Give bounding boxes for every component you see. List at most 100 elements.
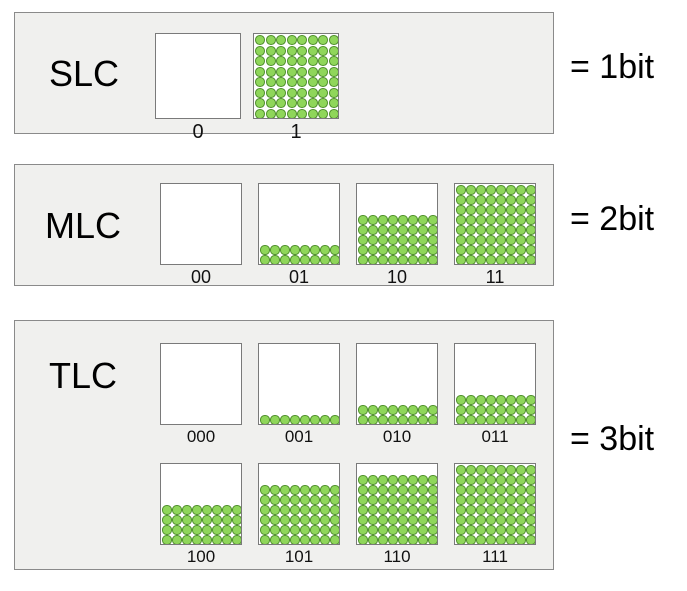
electron-dot — [182, 525, 191, 534]
electron-dot — [182, 515, 191, 524]
cell-group: 110 — [356, 463, 438, 568]
electron-dot — [329, 67, 339, 77]
electron-dot — [516, 515, 525, 524]
electron-dot — [260, 525, 269, 534]
electron-dot — [486, 465, 495, 474]
electron-dot — [162, 535, 171, 544]
electron-dot — [428, 535, 437, 544]
electron-dot — [486, 405, 495, 414]
tlc-bits-label: = 3bit — [570, 420, 654, 459]
electron-dot — [516, 225, 525, 234]
electron-dot — [388, 505, 397, 514]
electron-dot — [456, 195, 465, 204]
electron-dot — [456, 535, 465, 544]
electron-dot — [266, 46, 276, 56]
electron-dot — [287, 109, 297, 119]
electron-dot — [358, 255, 367, 264]
electron-dot — [276, 67, 286, 77]
electron-dot — [456, 255, 465, 264]
electron-dot — [506, 405, 515, 414]
electron-dot — [276, 46, 286, 56]
electron-dot — [506, 245, 515, 254]
electron-dot — [476, 205, 485, 214]
electron-dot — [466, 495, 475, 504]
electron-dot — [290, 245, 299, 254]
electron-dot — [506, 485, 515, 494]
electron-dot — [358, 475, 367, 484]
electron-dot — [428, 495, 437, 504]
electron-dot — [456, 405, 465, 414]
electron-dot — [496, 465, 505, 474]
electron-dot — [172, 535, 181, 544]
electron-dot — [330, 415, 339, 424]
electron-dot — [418, 225, 427, 234]
electron-dot — [318, 109, 328, 119]
electron-dot — [368, 535, 377, 544]
electron-dot — [310, 495, 319, 504]
electron-dot — [388, 485, 397, 494]
electron-dot — [378, 215, 387, 224]
electron-dot — [330, 485, 339, 494]
electron-dot — [466, 525, 475, 534]
electron-dot — [486, 195, 495, 204]
electron-dot — [276, 56, 286, 66]
electron-dot — [290, 535, 299, 544]
electron-dot — [260, 415, 269, 424]
electron-dot — [408, 235, 417, 244]
electron-dot — [496, 495, 505, 504]
electron-dot — [496, 485, 505, 494]
electron-dot — [378, 485, 387, 494]
electron-dot — [466, 405, 475, 414]
electron-dot — [418, 525, 427, 534]
electron-dot — [526, 505, 535, 514]
electron-dot — [506, 205, 515, 214]
electron-dot — [456, 215, 465, 224]
electron-dot — [300, 525, 309, 534]
electron-dot — [310, 245, 319, 254]
electron-dot — [398, 415, 407, 424]
electron-dot — [368, 225, 377, 234]
electron-dot — [255, 77, 265, 87]
electron-dot — [428, 255, 437, 264]
electron-dot — [418, 535, 427, 544]
electron-dot — [428, 415, 437, 424]
electron-dot — [516, 465, 525, 474]
electron-dot — [398, 245, 407, 254]
electron-dot — [408, 245, 417, 254]
cell-box — [258, 463, 340, 545]
electron-dot — [466, 225, 475, 234]
slc-panel: SLC01 — [14, 12, 554, 134]
electron-dot — [476, 395, 485, 404]
electron-dot — [266, 98, 276, 108]
electron-dot — [290, 525, 299, 534]
electron-dot — [270, 525, 279, 534]
electron-dot — [368, 215, 377, 224]
electron-dot — [310, 515, 319, 524]
electron-dot — [526, 205, 535, 214]
electron-dot — [287, 67, 297, 77]
slc-bits-label: = 1bit — [570, 48, 654, 87]
electron-dot — [486, 475, 495, 484]
electron-dot — [456, 515, 465, 524]
cell-caption: 0 — [155, 121, 241, 144]
electron-dot — [476, 465, 485, 474]
electron-dot — [222, 525, 231, 534]
electron-dot — [398, 225, 407, 234]
cell-group: 000 — [160, 343, 242, 448]
electron-dot — [476, 245, 485, 254]
electron-dot — [287, 56, 297, 66]
electron-dot — [418, 505, 427, 514]
electron-dot — [318, 88, 328, 98]
electron-dot — [388, 235, 397, 244]
electron-dot — [202, 505, 211, 514]
electron-dot — [192, 535, 201, 544]
electron-dot — [222, 535, 231, 544]
electron-dot — [330, 245, 339, 254]
electron-dot — [486, 255, 495, 264]
electron-dot — [476, 475, 485, 484]
electron-dot — [255, 98, 265, 108]
cell-caption: 11 — [454, 267, 536, 288]
electron-dot — [202, 535, 211, 544]
electron-dot — [368, 495, 377, 504]
electron-dot — [266, 56, 276, 66]
